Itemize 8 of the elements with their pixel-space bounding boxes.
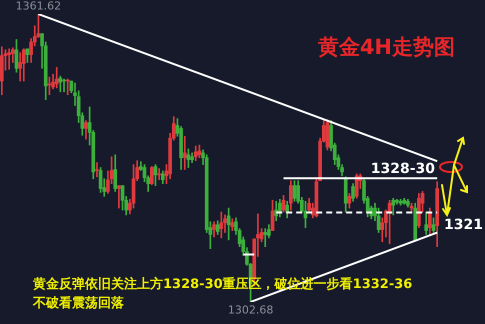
annotation: 1302.68 <box>228 303 274 316</box>
candlestick <box>95 162 99 178</box>
annotation: 不破看震荡回落 <box>33 296 124 311</box>
annotation: 1361.62 <box>16 0 62 12</box>
text: 1321 <box>444 217 483 233</box>
annotation: 1328-30 <box>370 160 436 177</box>
candlestick <box>62 78 66 92</box>
text: 黄金4H走势图 <box>318 34 455 61</box>
